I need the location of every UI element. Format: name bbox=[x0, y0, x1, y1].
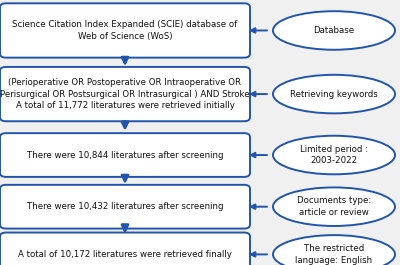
Ellipse shape bbox=[273, 11, 395, 50]
Text: Retrieving keywords: Retrieving keywords bbox=[290, 90, 378, 99]
Text: Documents type:
article or review: Documents type: article or review bbox=[297, 196, 371, 217]
Ellipse shape bbox=[273, 235, 395, 265]
Text: Science Citation Index Expanded (SCIE) database of
Web of Science (WoS): Science Citation Index Expanded (SCIE) d… bbox=[12, 20, 238, 41]
FancyBboxPatch shape bbox=[0, 133, 250, 177]
FancyBboxPatch shape bbox=[0, 233, 250, 265]
Ellipse shape bbox=[273, 75, 395, 113]
Text: Limited period :
2003-2022: Limited period : 2003-2022 bbox=[300, 145, 368, 165]
FancyBboxPatch shape bbox=[0, 67, 250, 121]
Text: A total of 10,172 literatures were retrieved finally: A total of 10,172 literatures were retri… bbox=[18, 250, 232, 259]
Text: There were 10,844 literatures after screening: There were 10,844 literatures after scre… bbox=[27, 151, 223, 160]
Text: (Perioperative OR Postoperative OR Intraoperative OR
Perisurgical OR Postsurgica: (Perioperative OR Postoperative OR Intra… bbox=[0, 78, 250, 111]
FancyBboxPatch shape bbox=[0, 3, 250, 58]
Text: There were 10,432 literatures after screening: There were 10,432 literatures after scre… bbox=[27, 202, 223, 211]
FancyBboxPatch shape bbox=[0, 185, 250, 228]
Ellipse shape bbox=[273, 136, 395, 174]
Ellipse shape bbox=[273, 187, 395, 226]
Text: Database: Database bbox=[314, 26, 354, 35]
Text: The restricted
language: English: The restricted language: English bbox=[296, 244, 372, 265]
